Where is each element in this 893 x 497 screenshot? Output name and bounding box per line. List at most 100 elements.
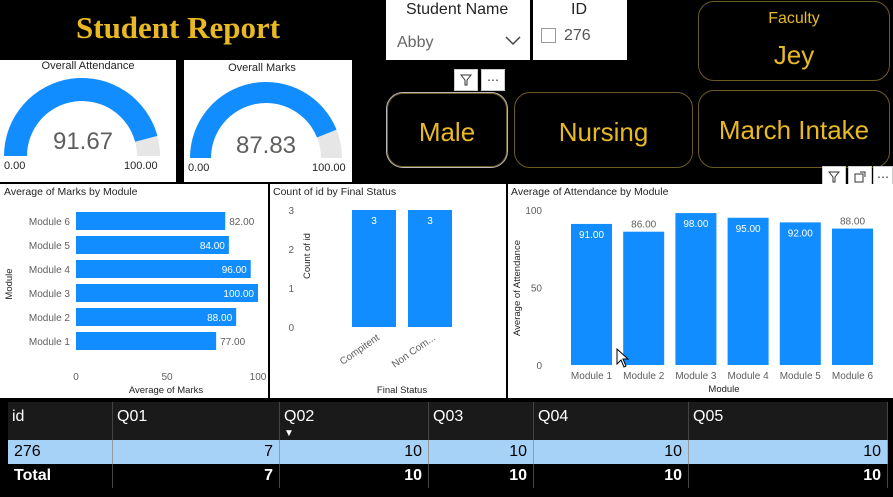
marks-chart-bar[interactable] (76, 236, 229, 254)
marks-chart-data-label: 84.00 (200, 241, 225, 252)
matrix-header-q03[interactable]: Q03 (428, 402, 534, 440)
male-button[interactable]: Male (386, 92, 508, 168)
attendance-gauge (4, 77, 160, 156)
marks-chart-category-label: Module 4 (29, 265, 71, 276)
marks-chart-bar[interactable] (76, 308, 237, 326)
attendance-chart-plot: 0 50 100 91.00 Module 1 86.00 Module 2 98.00 Mod… (512, 206, 874, 395)
marks-chart-category-label: Module 2 (29, 313, 71, 324)
marks-chart-bar[interactable] (76, 212, 226, 230)
matrix-cell-q05[interactable]: 10 (688, 440, 888, 464)
matrix-total-row: Total 7 10 10 10 10 (8, 464, 888, 488)
matrix-header-row: id Q01 Q02 ▼ Q03 Q04 Q05 (8, 402, 888, 440)
status-chart-plot: 0 1 2 3 3 Compitent 3 Non Com... Final Status Cou… (288, 206, 452, 396)
sort-descending-icon: ▼ (284, 428, 294, 439)
marks-chart-data-label: 96.00 (222, 265, 247, 276)
attendance-chart-category-label: Module 6 (832, 371, 874, 382)
marks-gauge-min: 0.00 (188, 162, 210, 174)
faculty-card: Faculty Jey (698, 1, 890, 81)
matrix-header-q01[interactable]: Q01 (112, 402, 280, 440)
marks-chart-bar[interactable] (76, 284, 258, 302)
marks-chart-x-axis-title: Average of Marks (129, 385, 204, 396)
matrix-total-q02: 10 (279, 464, 429, 488)
attendance-chart-bar[interactable] (623, 231, 665, 365)
status-chart-bar[interactable] (352, 210, 396, 327)
marks-chart-category-label: Module 6 (29, 217, 71, 228)
attendance-chart-category-label: Module 2 (623, 371, 665, 382)
marks-gauge-card: Overall Marks 87.83 0.00 100.00 (184, 60, 352, 182)
status-chart-title: Count of id by Final Status (273, 186, 397, 198)
marks-chart-bar[interactable] (76, 260, 251, 278)
matrix-header-id[interactable]: id (8, 402, 113, 440)
matrix-cell-q03[interactable]: 10 (428, 440, 534, 464)
matrix-header-q02[interactable]: Q02 ▼ (279, 402, 429, 440)
questions-matrix: id Q01 Q02 ▼ Q03 Q04 Q05 276 7 10 10 10 … (8, 402, 888, 488)
matrix-total-q04: 10 (533, 464, 689, 488)
attendance-gauge-value: 91.67 (52, 128, 114, 155)
id-checkbox[interactable] (541, 28, 556, 43)
attendance-chart-category-label: Module 1 (571, 371, 613, 382)
attendance-chart-data-label: 92.00 (788, 228, 813, 239)
marks-gauge-title: Overall Marks (228, 62, 296, 74)
matrix-header-q05[interactable]: Q05 (688, 402, 888, 440)
matrix-cell-q02[interactable]: 10 (279, 440, 429, 464)
attendance-chart-y-tick: 50 (531, 284, 543, 295)
marks-chart-data-label: 82.00 (229, 217, 254, 228)
student-name-slicer[interactable]: Student Name Abby (386, 0, 530, 60)
status-chart-y-tick: 2 (288, 245, 294, 256)
attendance-chart-category-label: Module 5 (780, 371, 822, 382)
march-intake-button[interactable]: March Intake (698, 90, 890, 168)
male-button-label: Male (418, 117, 476, 147)
attendance-chart-bar[interactable] (779, 222, 821, 365)
attendance-chart-y-tick: 100 (525, 206, 542, 217)
page-title: Student Report (76, 10, 281, 45)
chevron-down-icon[interactable] (504, 34, 522, 46)
matrix-header-q02-label: Q02 (284, 408, 315, 425)
attendance-chart-bar[interactable] (571, 223, 612, 365)
march-intake-button-label: March Intake (718, 115, 870, 145)
status-chart-y-tick: 1 (288, 284, 294, 295)
marks-chart-data-label: 100.00 (223, 289, 254, 300)
attendance-gauge-title: Overall Attendance (41, 60, 135, 72)
nursing-button[interactable]: Nursing (514, 92, 693, 168)
attendance-by-module-chart: Average of Attendance by Module 0 50 100 91… (508, 184, 893, 398)
status-chart-category-label: Non Com... (390, 332, 438, 370)
status-chart-data-label: 3 (427, 216, 433, 227)
more-options-icon[interactable]: ⋯ (481, 69, 505, 91)
matrix-header-q04[interactable]: Q04 (533, 402, 689, 440)
matrix-cell-id[interactable]: 276 (8, 440, 113, 464)
filter-icon[interactable] (454, 69, 478, 91)
marks-gauge (190, 81, 342, 158)
attendance-chart-bar[interactable] (675, 213, 717, 365)
marks-chart-title: Average of Marks by Module (4, 186, 138, 198)
attendance-chart-data-label: 88.00 (840, 217, 865, 228)
matrix-cell-q04[interactable]: 10 (533, 440, 689, 464)
faculty-label: Faculty (768, 10, 820, 27)
student-name-label: Student Name (406, 1, 509, 18)
attendance-chart-bar[interactable] (727, 217, 769, 365)
final-status-chart: Count of id by Final Status 0 1 2 3 3 Compite… (270, 184, 506, 398)
marks-chart-x-tick: 0 (73, 372, 79, 383)
marks-chart-category-label: Module 3 (29, 289, 71, 300)
marks-by-module-chart: Average of Marks by Module Module 6 82.00… (0, 184, 268, 398)
marks-gauge-value: 87.83 (235, 132, 297, 159)
marks-chart-bar[interactable] (76, 332, 217, 350)
status-chart-x-axis-title: Final Status (377, 385, 427, 396)
marks-chart-x-tick: 100 (250, 372, 267, 383)
matrix-total-q01: 7 (112, 464, 280, 488)
nursing-button-label: Nursing (558, 117, 649, 147)
matrix-total-q05: 10 (688, 464, 888, 488)
faculty-value: Jey (773, 40, 815, 70)
table-row[interactable]: 276 7 10 10 10 10 (8, 440, 888, 464)
matrix-cell-q01[interactable]: 7 (112, 440, 280, 464)
marks-chart-category-label: Module 5 (29, 241, 71, 252)
marks-chart-data-label: 88.00 (207, 313, 232, 324)
attendance-gauge-max: 100.00 (124, 160, 158, 172)
report-title-banner: Student Report (0, 0, 388, 60)
id-slicer[interactable]: ID 276 (533, 0, 627, 60)
status-chart-bar[interactable] (408, 210, 452, 327)
marks-gauge-max: 100.00 (312, 162, 346, 174)
status-chart-category-label: Compitent (338, 332, 382, 367)
status-chart-y-tick: 0 (288, 323, 294, 334)
attendance-chart-bar[interactable] (832, 228, 873, 365)
student-name-value[interactable]: Abby (397, 34, 434, 51)
